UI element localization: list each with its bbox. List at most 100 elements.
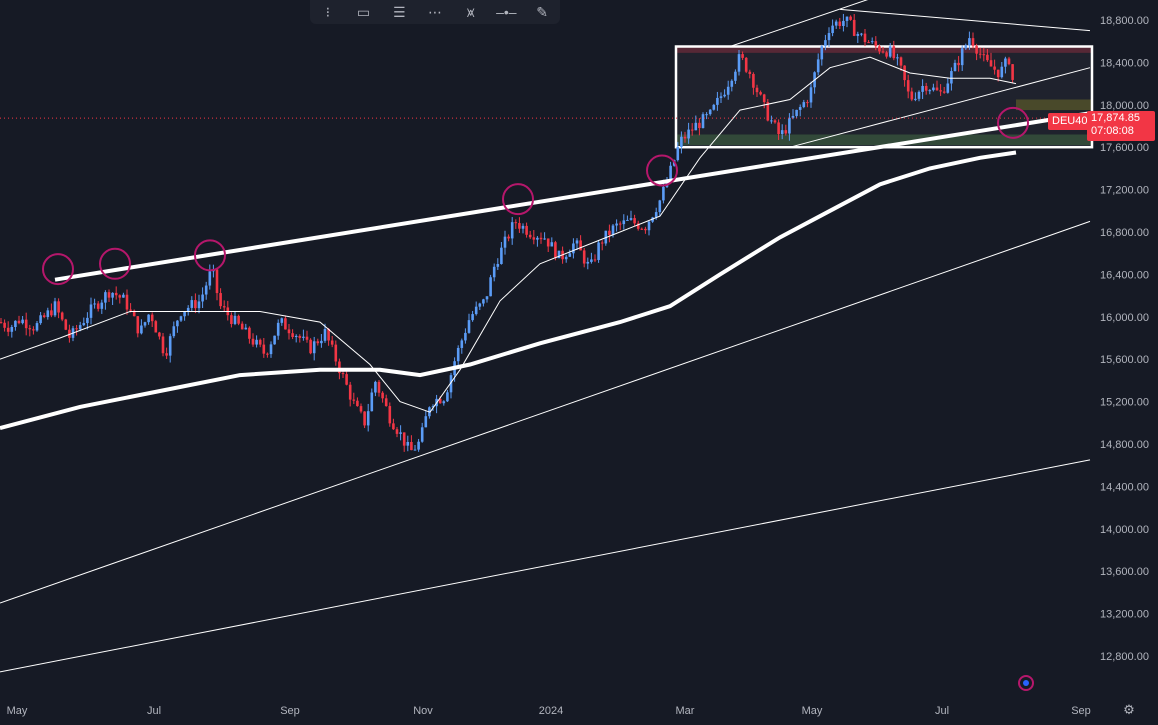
candle-body: [996, 69, 1000, 78]
candle-body: [579, 240, 582, 251]
y-axis-tick-label: 12,800.00: [1100, 651, 1149, 663]
candle-body: [273, 335, 276, 345]
rectangle-tool[interactable]: ▭: [356, 3, 371, 20]
pitchfork-tool[interactable]: ⩙: [466, 3, 475, 20]
drawing-visibility-icon[interactable]: [1016, 674, 1036, 692]
candle-body: [345, 374, 348, 385]
candle-body: [305, 336, 309, 340]
candle-body: [39, 315, 42, 324]
candle-body: [258, 339, 262, 345]
candle-body: [698, 122, 701, 129]
candle-body: [255, 339, 258, 345]
candle-body: [186, 307, 190, 312]
candle-body: [924, 85, 928, 91]
candle-body: [626, 219, 629, 221]
candle-body: [179, 316, 183, 321]
annotation-circle: [502, 183, 534, 216]
candle-body: [341, 373, 345, 375]
x-axis-tick-label: Mar: [676, 705, 695, 717]
candle-body: [723, 94, 726, 97]
x-axis-tick-label: Nov: [413, 705, 433, 717]
candle-body: [316, 341, 320, 344]
candle-body: [309, 339, 312, 354]
brush-tool[interactable]: ✎: [536, 3, 548, 20]
candle-body: [532, 237, 536, 240]
candle-body: [456, 347, 460, 362]
channel-tool[interactable]: ⋯: [427, 3, 442, 20]
target-zone: [1016, 99, 1092, 111]
candle-body: [748, 71, 752, 74]
candle-body: [950, 71, 953, 84]
candle-body: [50, 310, 53, 316]
candle-body: [183, 311, 186, 317]
candle-body: [514, 222, 518, 224]
candle-body: [820, 46, 824, 60]
candle-body: [644, 228, 647, 231]
candle-body: [525, 225, 528, 235]
candle-body: [410, 441, 413, 451]
candle-body: [683, 136, 687, 139]
candle-body: [824, 40, 827, 47]
candle-body: [942, 91, 946, 93]
candle-body: [777, 122, 780, 135]
annotation-circle: [42, 253, 74, 286]
candle-body: [42, 315, 46, 318]
candle-body: [334, 344, 338, 362]
dots-tool[interactable]: ⁝: [325, 3, 331, 20]
candle-body: [896, 57, 899, 59]
horizontal-ray-tool[interactable]: –•–: [496, 4, 517, 20]
candle-body: [618, 223, 622, 225]
candle-body: [701, 114, 705, 129]
annotation-circle: [646, 154, 678, 187]
candle-body: [46, 310, 50, 318]
candle-body: [122, 294, 125, 298]
text-lines-tool[interactable]: ☰: [392, 3, 406, 20]
candle-body: [14, 320, 17, 328]
candle-body: [780, 130, 784, 135]
y-axis-tick-label: 18,400.00: [1100, 57, 1149, 69]
candle-body: [262, 344, 266, 354]
candle-body: [964, 45, 968, 49]
candle-body: [222, 306, 226, 308]
candle-body: [597, 242, 600, 260]
candle-body: [323, 329, 327, 341]
candle-body: [60, 312, 64, 320]
candle-body: [928, 90, 932, 92]
candle-body: [266, 353, 269, 355]
settings-gear-icon[interactable]: ⚙: [1123, 702, 1135, 717]
candle-body: [827, 33, 831, 41]
candle-body: [237, 315, 240, 324]
candle-body: [737, 54, 741, 72]
candle-body: [536, 237, 539, 240]
candle-body: [572, 243, 575, 254]
candle-body: [784, 130, 788, 134]
candle-body: [744, 57, 748, 72]
candle-body: [946, 83, 950, 93]
last-price-badge: 17,874.85 07:08:08: [1087, 111, 1155, 141]
candle-body: [420, 427, 424, 442]
candle-body: [111, 292, 114, 298]
candle-body: [125, 294, 129, 310]
candle-body: [615, 223, 618, 226]
candle-body: [118, 295, 122, 298]
candle-body: [971, 38, 975, 46]
candle-body: [1000, 66, 1004, 78]
candle-body: [762, 94, 766, 103]
candle-body: [608, 230, 611, 235]
candle-body: [543, 238, 546, 240]
candle-body: [147, 314, 150, 323]
candle-body: [96, 303, 100, 309]
candle-body: [356, 400, 359, 407]
candle-body: [384, 398, 388, 407]
candle-body: [593, 259, 597, 261]
candle-body: [910, 91, 914, 100]
slow-moving-average: [0, 150, 1017, 431]
candle-body: [881, 51, 885, 53]
candle-body: [240, 323, 244, 330]
y-axis-tick-label: 13,200.00: [1100, 609, 1149, 621]
candle-body: [975, 45, 978, 54]
candle-body: [104, 292, 107, 303]
x-axis-tick-label: Sep: [280, 705, 300, 717]
